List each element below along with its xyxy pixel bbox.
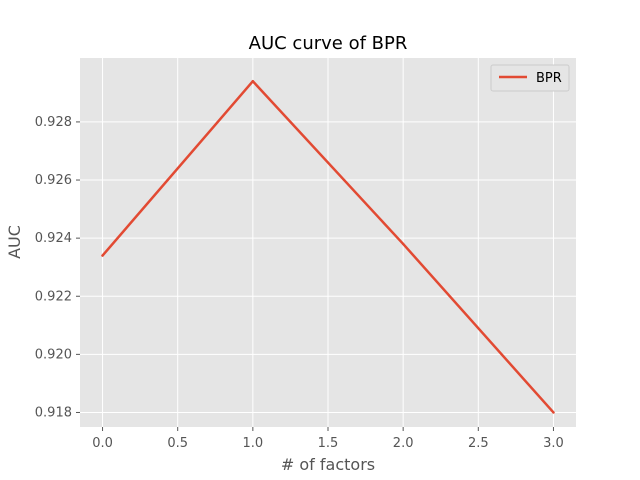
- x-tick-label: 1.5: [318, 436, 339, 451]
- legend-label-bpr: BPR: [536, 71, 562, 86]
- series-line-bpr: [101, 79, 555, 414]
- grid-lines: [80, 58, 576, 427]
- x-tick-label: 0.5: [167, 436, 188, 451]
- data-point: [552, 411, 555, 414]
- series-layer: [101, 79, 555, 414]
- y-axis-label: AUC: [5, 225, 24, 259]
- x-tick-label: 2.5: [468, 436, 489, 451]
- x-tick-label: 0.0: [92, 436, 113, 451]
- x-tick-label: 1.0: [243, 436, 264, 451]
- y-tick-label: 0.924: [35, 231, 72, 246]
- x-axis-label: # of factors: [281, 455, 375, 474]
- data-point: [101, 254, 104, 257]
- x-tick-label: 3.0: [543, 436, 564, 451]
- y-tick-label: 0.920: [35, 347, 72, 362]
- legend-box: [490, 64, 570, 92]
- data-point: [251, 80, 255, 83]
- y-tick-label: 0.918: [35, 405, 72, 420]
- axis-ticks: 0.0 0.5 1.0 1.5 2.0 2.5 3.0 0.918 0.920 0.922 0.92…: [35, 115, 564, 451]
- chart-title: AUC curve of BPR: [249, 33, 408, 54]
- y-tick-label: 0.928: [35, 115, 72, 130]
- legend: BPR: [490, 64, 570, 92]
- y-tick-label: 0.922: [35, 289, 72, 304]
- y-tick-label: 0.926: [35, 173, 72, 188]
- x-tick-label: 2.0: [393, 436, 414, 451]
- data-point: [401, 242, 405, 246]
